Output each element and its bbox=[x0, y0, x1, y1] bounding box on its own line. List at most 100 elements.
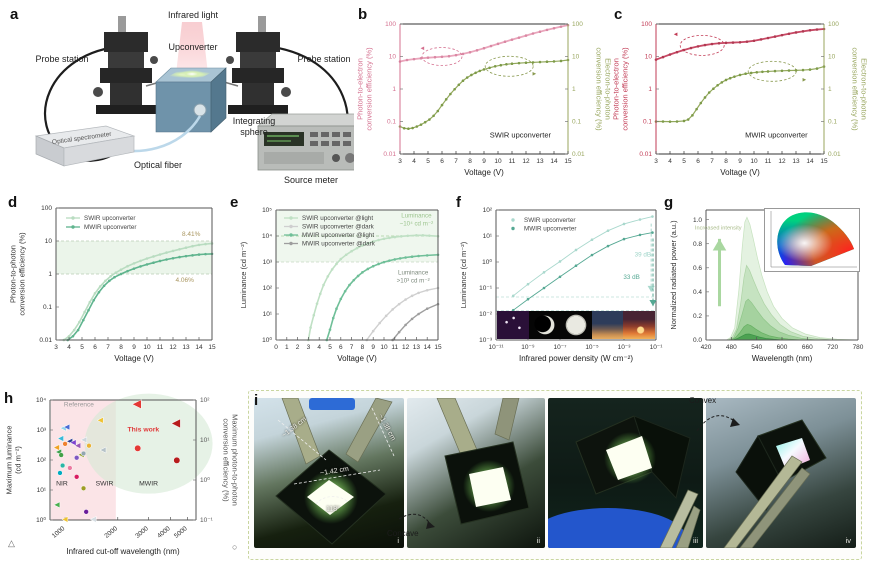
panel-label-b: b bbox=[358, 6, 368, 23]
svg-text:420: 420 bbox=[701, 344, 712, 351]
svg-text:SWIR: SWIR bbox=[96, 481, 114, 488]
svg-text:9: 9 bbox=[371, 344, 375, 351]
svg-text:0: 0 bbox=[274, 344, 278, 351]
svg-text:8: 8 bbox=[724, 158, 728, 165]
svg-text:100: 100 bbox=[41, 205, 52, 212]
svg-text:►: ► bbox=[801, 78, 807, 84]
svg-text:0.01: 0.01 bbox=[572, 151, 585, 158]
svg-text:Infrared cut-off wavelength (n: Infrared cut-off wavelength (nm) bbox=[66, 547, 180, 556]
svg-text:5: 5 bbox=[328, 344, 332, 351]
svg-text:15: 15 bbox=[564, 158, 572, 165]
chart-luminance-power-density: 10⁻¹¹ 10⁻⁹ 10⁻⁷ 10⁻⁵ 10⁻³ 10⁻¹ 10² 10¹ 10⁰ 10⁻¹ 10… bbox=[459, 207, 663, 363]
svg-text:Photon-to-electronconversion e: Photon-to-electronconversion efficiency … bbox=[612, 47, 630, 131]
svg-text:0.1: 0.1 bbox=[643, 119, 652, 126]
panel-label-e: e bbox=[230, 194, 239, 211]
svg-text:12: 12 bbox=[522, 158, 530, 165]
svg-text:12: 12 bbox=[169, 344, 177, 351]
svg-text:0.01: 0.01 bbox=[383, 151, 396, 158]
source-meter-label: Source meter bbox=[284, 175, 338, 185]
svg-text:3: 3 bbox=[398, 158, 402, 165]
svg-text:10: 10 bbox=[143, 344, 151, 351]
svg-text:10⁰: 10⁰ bbox=[482, 258, 492, 266]
svg-text:Voltage (V): Voltage (V) bbox=[464, 168, 504, 177]
p2p-swir bbox=[62, 242, 214, 342]
svg-text:11: 11 bbox=[391, 344, 398, 351]
svg-text:Luminance~10⁴ cd m⁻²: Luminance ~10⁴ cd m⁻² bbox=[400, 212, 434, 227]
svg-text:10⁻⁵: 10⁻⁵ bbox=[585, 344, 599, 351]
probe-station-left-label: Probe station bbox=[35, 54, 88, 64]
svg-text:10¹: 10¹ bbox=[200, 437, 210, 444]
probe-station-left-graphic bbox=[93, 16, 175, 114]
svg-text:10⁰: 10⁰ bbox=[262, 336, 272, 344]
svg-text:10³: 10³ bbox=[263, 259, 273, 266]
svg-text:10⁻⁷: 10⁻⁷ bbox=[553, 344, 567, 351]
right-axis-marker-circle: ○ bbox=[232, 542, 238, 552]
svg-text:33 dB: 33 dB bbox=[623, 274, 639, 281]
photo-full-moon bbox=[560, 311, 592, 339]
svg-text:10⁻¹: 10⁻¹ bbox=[200, 517, 214, 524]
svg-text:13: 13 bbox=[536, 158, 544, 165]
svg-text:10: 10 bbox=[380, 344, 388, 351]
svg-text:14: 14 bbox=[550, 158, 558, 165]
svg-text:100: 100 bbox=[385, 21, 396, 28]
optical-fiber-label: Optical fiber bbox=[134, 160, 182, 170]
panel-label-c: c bbox=[614, 6, 623, 23]
svg-text:SWIR upconverter: SWIR upconverter bbox=[84, 215, 135, 222]
clip-graphic-2 bbox=[494, 398, 520, 441]
clamp-graphic bbox=[309, 398, 355, 410]
svg-text:1: 1 bbox=[392, 86, 396, 93]
svg-text:SWIR upconverter: SWIR upconverter bbox=[490, 131, 552, 140]
svg-text:10³: 10³ bbox=[37, 427, 47, 434]
svg-text:8: 8 bbox=[119, 344, 123, 351]
svg-text:660: 660 bbox=[802, 344, 813, 351]
svg-text:780: 780 bbox=[853, 344, 864, 351]
probe-station-right-graphic bbox=[209, 16, 291, 114]
svg-text:MWIR: MWIR bbox=[139, 481, 158, 488]
emitting-area bbox=[307, 480, 354, 515]
svg-text:480: 480 bbox=[726, 344, 737, 351]
source-meter-graphic bbox=[257, 113, 354, 171]
svg-text:10: 10 bbox=[828, 54, 836, 61]
svg-text:4: 4 bbox=[412, 158, 416, 165]
svg-text:10: 10 bbox=[494, 158, 502, 165]
emitting-area bbox=[469, 467, 511, 507]
panel-label-h: h bbox=[4, 390, 14, 407]
svg-text:6: 6 bbox=[696, 158, 700, 165]
svg-text:540: 540 bbox=[751, 344, 762, 351]
spectrometer-graphic bbox=[34, 125, 136, 167]
svg-text:12: 12 bbox=[778, 158, 786, 165]
svg-text:10⁻²: 10⁻² bbox=[479, 311, 493, 318]
svg-text:Luminance (cd m⁻²): Luminance (cd m⁻²) bbox=[459, 241, 468, 308]
clip-right-graphic bbox=[345, 398, 393, 463]
photo-sunset bbox=[623, 311, 655, 339]
lum-mwir-dark bbox=[391, 302, 440, 342]
svg-text:0.1: 0.1 bbox=[828, 119, 837, 126]
svg-text:SWIR upconverter: SWIR upconverter bbox=[524, 217, 575, 224]
svg-text:0.1: 0.1 bbox=[43, 304, 52, 311]
svg-text:Voltage (V): Voltage (V) bbox=[337, 354, 377, 363]
svg-text:8.41%: 8.41% bbox=[182, 231, 201, 238]
svg-text:Luminance (cd m⁻²): Luminance (cd m⁻²) bbox=[239, 241, 248, 308]
svg-text:0.1: 0.1 bbox=[387, 119, 396, 126]
svg-text:7: 7 bbox=[710, 158, 714, 165]
svg-text:6: 6 bbox=[93, 344, 97, 351]
tweezer-graphic-2 bbox=[739, 467, 811, 548]
svg-text:Maximum luminance(cd m⁻²): Maximum luminance(cd m⁻²) bbox=[5, 426, 23, 495]
svg-text:8: 8 bbox=[361, 344, 365, 351]
svg-text:◄: ◄ bbox=[419, 46, 425, 52]
svg-text:13: 13 bbox=[182, 344, 190, 351]
svg-text:7: 7 bbox=[350, 344, 354, 351]
svg-text:Electron-to-photonconversion e: Electron-to-photonconversion efficiency … bbox=[595, 47, 613, 131]
electron-to-photon-mwir bbox=[654, 65, 826, 123]
svg-text:5: 5 bbox=[682, 158, 686, 165]
photo-index: i bbox=[397, 536, 399, 545]
photo-starlight bbox=[497, 311, 529, 339]
svg-text:Photon-to-electronconversion e: Photon-to-electronconversion efficiency … bbox=[356, 47, 374, 131]
svg-text:4000: 4000 bbox=[156, 525, 172, 540]
lum-mwir-light bbox=[325, 253, 440, 342]
concave-label: Concave bbox=[387, 529, 419, 538]
svg-text:1: 1 bbox=[572, 86, 576, 93]
p2p-mwir bbox=[66, 252, 214, 342]
photo-index: iv bbox=[845, 536, 851, 545]
